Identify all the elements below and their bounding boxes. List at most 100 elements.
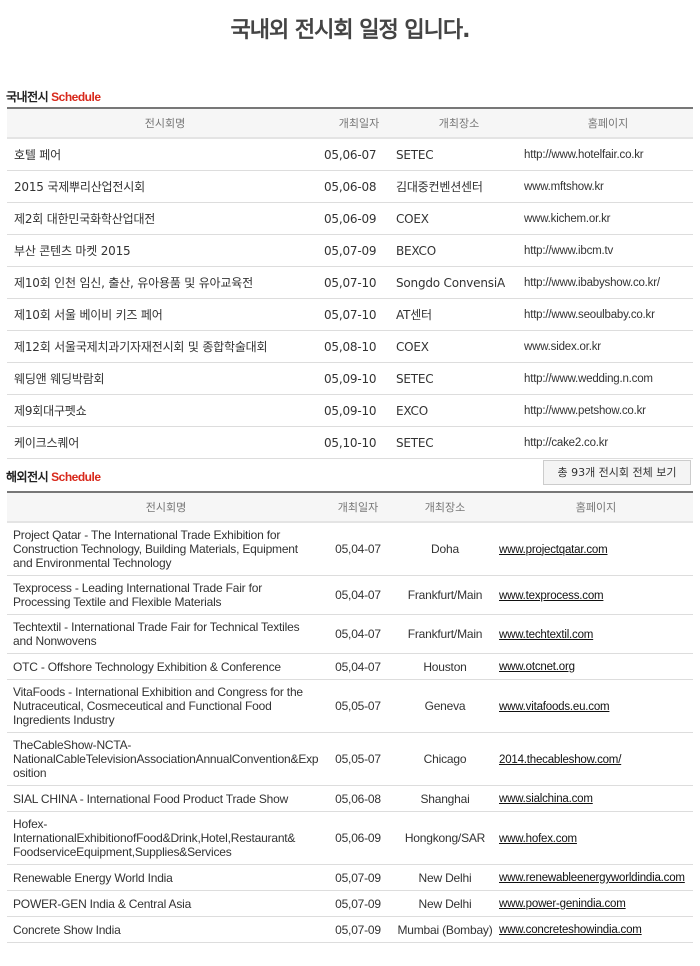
exhibition-homepage[interactable]: http://www.wedding.n.com [523,362,693,395]
exhibition-venue: COEX [395,202,523,235]
homepage-link[interactable]: www.otcnet.org [499,661,575,673]
exhibition-homepage[interactable]: http://www.ibcm.tv [523,234,693,267]
exhibition-venue: New Delhi [391,890,499,917]
exhibition-homepage[interactable]: http://www.ibabyshow.co.kr/ [523,266,693,299]
exhibition-date: 05,06-09 [325,811,391,865]
exhibition-date: 05,05-07 [325,732,391,786]
exhibition-name: Texprocess - Leading International Trade… [7,575,325,615]
exhibition-name: VitaFoods - International Exhibition and… [7,679,325,733]
domestic-section-title: 국내전시 Schedule [6,88,101,105]
table-row: 제9회대구펫쇼 05,09-10 EXCO http://www.petshow.co… [7,394,693,427]
homepage-link[interactable]: www.projectqatar.com [499,543,608,556]
exhibition-homepage: 2014.thecableshow.com/ [499,732,693,786]
table-row: 호텔 페어 05,06-07 SETEC http://www.hotelfair.c… [7,138,693,171]
exhibition-date: 05,09-10 [323,394,395,427]
exhibition-venue: EXCO [395,394,523,427]
exhibition-date: 05,06-08 [325,785,391,812]
exhibition-date: 05,04-07 [325,575,391,615]
homepage-link[interactable]: www.concreteshowindia.com [499,924,642,936]
homepage-link[interactable]: www.sialchina.com [499,793,593,805]
exhibition-homepage[interactable]: http://www.seoulbaby.co.kr [523,298,693,331]
exhibition-date: 05,09-10 [323,362,395,395]
exhibition-name: POWER-GEN India & Central Asia [7,890,325,917]
exhibition-date: 05,04-07 [325,614,391,654]
exhibition-venue: Songdo ConvensiA [395,266,523,299]
exhibition-name: Techtextil - International Trade Fair fo… [7,614,325,654]
table-row: 제10회 인천 임신, 출산, 유아용품 및 유아교육전 05,07-10 Song… [7,266,693,299]
table-row: Texprocess - Leading International Trade… [7,575,693,615]
exhibition-date: 05,04-07 [325,653,391,680]
exhibition-name: 제2회 대한민국화학산업대전 [7,202,323,235]
exhibition-date: 05,07-09 [325,890,391,917]
exhibition-venue: BEXCO [395,234,523,267]
exhibition-venue: Geneva [391,679,499,733]
exhibition-homepage[interactable]: http://www.petshow.co.kr [523,394,693,427]
homepage-link[interactable]: www.vitafoods.eu.com [499,700,610,713]
table-row: Hofex-InternationalExhibitionofFood&Drin… [7,811,693,865]
exhibition-name: TheCableShow-NCTA-NationalCableTelevisio… [7,732,325,786]
exhibition-homepage: www.concreteshowindia.com [499,916,693,943]
table-row: 케이크스퀘어 05,10-10 SETEC http://cake2.co.kr [7,426,693,459]
exhibition-homepage: www.sialchina.com [499,785,693,812]
exhibition-date: 05,07-09 [325,864,391,891]
exhibition-name: 제12회 서울국제치과기자재전시회 및 종합학술대회 [7,330,323,363]
exhibition-venue: COEX [395,330,523,363]
table-row: Concrete Show India 05,07-09 Mumbai (Bomba… [7,916,693,943]
table-row: 2015 국제뿌리산업전시회 05,06-08 김대중컨벤션센터 www.mftsho… [7,170,693,203]
overseas-heading-accent: Schedule [51,470,101,484]
table-row: TheCableShow-NCTA-NationalCableTelevisio… [7,732,693,786]
exhibition-name: SIAL CHINA - International Food Product … [7,785,325,812]
overseas-schedule-table: 전시회명 개최일자 개최장소 홈페이지 Project Qatar - The … [7,491,693,943]
exhibition-name: 제10회 인천 임신, 출산, 유아용품 및 유아교육전 [7,266,323,299]
table-row: 제12회 서울국제치과기자재전시회 및 종합학술대회 05,08-10 COEX ww… [7,330,693,363]
homepage-link[interactable]: 2014.thecableshow.com/ [499,753,622,766]
exhibition-date: 05,05-07 [325,679,391,733]
domestic-heading-accent: Schedule [51,90,101,104]
exhibition-date: 05,07-10 [323,266,395,299]
exhibition-name: Renewable Energy World India [7,864,325,891]
overseas-heading: 해외전시 [6,470,49,484]
column-header-date: 개최일자 [323,108,395,139]
homepage-link[interactable]: www.techtextil.com [499,628,594,641]
homepage-link[interactable]: www.renewableenergyworldindia.com [499,872,685,884]
table-header: 전시회명 개최일자 개최장소 홈페이지 [7,108,693,139]
table-row: POWER-GEN India & Central Asia 05,07-09 Ne… [7,890,693,917]
homepage-link[interactable]: www.texprocess.com [499,589,604,602]
exhibition-name: Project Qatar - The International Trade … [7,522,325,576]
exhibition-name: 2015 국제뿌리산업전시회 [7,170,323,203]
page-title: 국내외 전시회 일정 입니다. [230,18,471,43]
table-row: VitaFoods - International Exhibition and… [7,679,693,733]
exhibition-venue: 김대중컨벤션센터 [395,170,523,203]
table-row: 제10회 서울 베이비 키즈 페어 05,07-10 AT센터 http://www.… [7,298,693,331]
exhibition-homepage[interactable]: http://www.hotelfair.co.kr [523,138,693,171]
exhibition-homepage[interactable]: http://cake2.co.kr [523,426,693,459]
exhibition-venue: SETEC [395,426,523,459]
exhibition-name: 제9회대구펫쇼 [7,394,323,427]
table-row: Renewable Energy World India 05,07-09 New … [7,864,693,891]
exhibition-date: 05,07-09 [325,916,391,943]
homepage-link[interactable]: www.hofex.com [499,832,577,845]
exhibition-date: 05,06-09 [323,202,395,235]
exhibition-venue: New Delhi [391,864,499,891]
table-header: 전시회명 개최일자 개최장소 홈페이지 [7,492,693,523]
exhibition-venue: Frankfurt/Main [391,614,499,654]
table-row: OTC - Offshore Technology Exhibition & C… [7,653,693,680]
homepage-link[interactable]: www.power-genindia.com [499,898,626,910]
exhibition-homepage[interactable]: www.kichem.or.kr [523,202,693,235]
exhibition-date: 05,07-09 [323,234,395,267]
table-row: Techtextil - International Trade Fair fo… [7,614,693,654]
column-header-date: 개최일자 [325,492,391,523]
exhibition-homepage[interactable]: www.sidex.or.kr [523,330,693,363]
table-row: SIAL CHINA - International Food Product … [7,785,693,812]
exhibition-name: 부산 콘텐츠 마켓 2015 [7,234,323,267]
exhibition-venue: Shanghai [391,785,499,812]
exhibition-homepage[interactable]: www.mftshow.kr [523,170,693,203]
view-all-exhibitions-button[interactable]: 총 93개 전시회 전체 보기 [543,460,691,485]
exhibition-venue: Houston [391,653,499,680]
exhibition-homepage: www.renewableenergyworldindia.com [499,864,693,891]
overseas-section-title: 해외전시 Schedule [6,468,101,485]
exhibition-homepage: www.vitafoods.eu.com [499,679,693,733]
exhibition-name: 케이크스퀘어 [7,426,323,459]
table-row: 웨딩앤 웨딩박람회 05,09-10 SETEC http://www.wedding… [7,362,693,395]
exhibition-name: OTC - Offshore Technology Exhibition & C… [7,653,325,680]
